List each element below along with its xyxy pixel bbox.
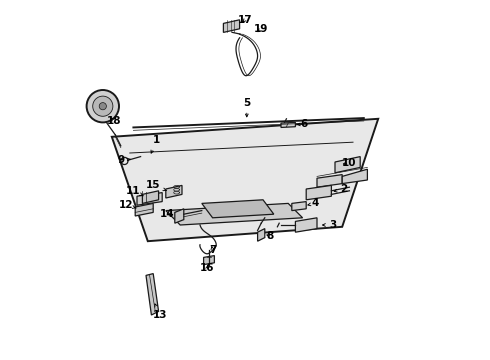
Text: 3: 3 xyxy=(322,220,337,230)
Polygon shape xyxy=(135,203,153,216)
Circle shape xyxy=(99,103,106,110)
Text: 17: 17 xyxy=(238,15,252,25)
Text: 16: 16 xyxy=(200,263,215,273)
Polygon shape xyxy=(342,169,368,184)
Text: 2: 2 xyxy=(334,184,347,194)
Text: 19: 19 xyxy=(254,24,269,34)
Polygon shape xyxy=(258,229,265,241)
Text: 4: 4 xyxy=(308,198,319,208)
Polygon shape xyxy=(335,157,360,173)
Text: 15: 15 xyxy=(146,180,166,191)
Text: 6: 6 xyxy=(297,119,308,129)
Text: 1: 1 xyxy=(151,135,160,153)
Polygon shape xyxy=(143,191,159,203)
Text: 11: 11 xyxy=(126,186,144,196)
Polygon shape xyxy=(166,203,303,225)
Circle shape xyxy=(93,96,113,116)
Polygon shape xyxy=(202,200,274,218)
Polygon shape xyxy=(166,185,182,198)
Text: 8: 8 xyxy=(267,231,274,241)
Text: 14: 14 xyxy=(160,209,175,219)
Text: 18: 18 xyxy=(106,116,121,126)
Polygon shape xyxy=(317,175,342,187)
Polygon shape xyxy=(146,274,159,315)
Text: 5: 5 xyxy=(243,98,250,117)
Circle shape xyxy=(87,90,119,122)
Text: 10: 10 xyxy=(342,158,357,168)
Polygon shape xyxy=(223,20,240,32)
Polygon shape xyxy=(137,193,162,205)
Polygon shape xyxy=(295,218,317,232)
Polygon shape xyxy=(306,185,331,200)
Polygon shape xyxy=(281,122,295,127)
Text: 13: 13 xyxy=(153,304,168,320)
Polygon shape xyxy=(112,119,378,241)
Text: 9: 9 xyxy=(117,155,130,165)
Text: 12: 12 xyxy=(119,200,136,210)
Polygon shape xyxy=(204,256,215,265)
Text: 7: 7 xyxy=(209,245,216,255)
Polygon shape xyxy=(175,209,184,223)
Polygon shape xyxy=(292,202,306,211)
